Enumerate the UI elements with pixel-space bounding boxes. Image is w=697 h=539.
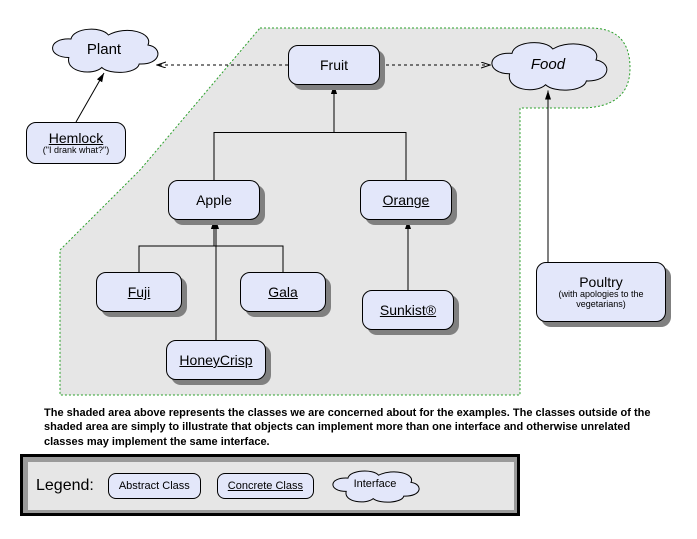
node-sunkist: Sunkist® [362, 290, 454, 330]
node-label-fuji: Fuji [128, 284, 151, 300]
legend-item-abstract-class: Abstract Class [108, 473, 201, 499]
node-hemlock: Hemlock("I drank what?") [26, 122, 126, 164]
diagram-caption: The shaded area above represents the cla… [44, 406, 654, 449]
cloud-plant [49, 25, 159, 75]
node-label-sunkist: Sunkist® [380, 302, 436, 318]
node-label-fruit: Fruit [320, 57, 348, 73]
node-fuji: Fuji [96, 272, 182, 312]
edge-apple-fruit [214, 85, 334, 180]
node-label-honeycrisp: HoneyCrisp [179, 352, 252, 368]
node-fruit: Fruit [288, 45, 380, 85]
node-label-hemlock: Hemlock [49, 130, 103, 146]
edge-gala-apple [214, 220, 283, 272]
node-label-apple: Apple [196, 192, 232, 208]
node-orange: Orange [360, 180, 452, 220]
node-sublabel-poultry: (with apologies to the vegetarians) [537, 290, 665, 310]
legend-item-concrete-class: Concrete Class [217, 473, 314, 499]
legend-item-interface: Interface [330, 468, 420, 504]
node-label-poultry: Poultry [579, 274, 623, 290]
legend-panel: Legend: Abstract Class Concrete Class Int… [20, 454, 520, 516]
node-gala: Gala [240, 272, 326, 312]
edge-orange-fruit [334, 85, 406, 180]
node-honeycrisp: HoneyCrisp [166, 340, 266, 380]
cloud-food [488, 38, 608, 93]
legend-label: Legend: [36, 477, 94, 495]
node-apple: Apple [168, 180, 260, 220]
legend-inner: Legend: Abstract Class Concrete Class Int… [28, 462, 514, 510]
edge-hemlock-plant [76, 73, 104, 122]
node-sublabel-hemlock: ("I drank what?") [43, 146, 109, 156]
node-label-gala: Gala [268, 284, 298, 300]
node-label-orange: Orange [383, 192, 430, 208]
diagram-canvas: Plant Food Hemlock("I drank what?")Fruit… [0, 0, 697, 539]
node-poultry: Poultry(with apologies to the vegetarian… [536, 262, 666, 322]
edge-fuji-apple [139, 220, 214, 272]
